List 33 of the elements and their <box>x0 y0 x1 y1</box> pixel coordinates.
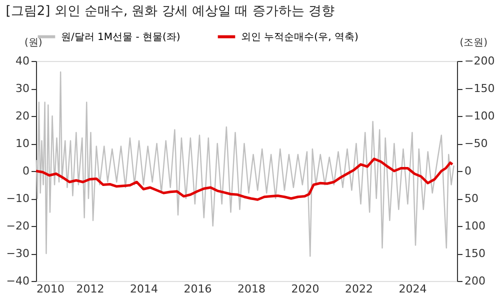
y-tick-label: −40 <box>6 274 30 288</box>
x-tick-label: 2014 <box>130 282 158 296</box>
y-tick-label: 20 <box>16 110 30 122</box>
x-tick-label: 2020 <box>291 282 320 296</box>
y2-tick-label: 100 <box>464 220 486 232</box>
y2-tick-label: 0 <box>464 164 472 178</box>
y-tick-label: −20 <box>6 220 30 232</box>
legend-label: 원/달러 1M선물 - 현물(좌) <box>61 32 180 43</box>
y2-tick-label: −100 <box>464 110 495 122</box>
y-tick-label: 0 <box>22 164 30 178</box>
x-tick-label: 2024 <box>398 282 427 296</box>
y-tick-label: 30 <box>16 82 30 95</box>
x-tick-label: 2018 <box>237 282 266 296</box>
y-tick-label: 40 <box>16 54 30 68</box>
x-tick-label: 2012 <box>76 282 104 296</box>
x-tick-label: 2010 <box>36 282 64 296</box>
y-tick-label: −30 <box>6 247 30 260</box>
y2-tick-label: 50 <box>464 192 478 205</box>
y2-tick-label: 200 <box>464 274 486 288</box>
x-tick-label: 2022 <box>344 282 373 296</box>
y-axis-title: (원) <box>24 38 42 48</box>
legend-label: 외인 누적순매수(우, 역축) <box>241 32 358 43</box>
y2-tick-label: −150 <box>464 82 495 95</box>
y-tick-label: 10 <box>16 137 30 150</box>
y2-tick-label: −200 <box>464 54 495 68</box>
chart-title: [그림2] 외인 순매수, 원화 강세 예상일 때 증가하는 경향 <box>6 4 334 19</box>
y-tick-label: −10 <box>6 192 30 205</box>
y2-tick-label: 150 <box>464 247 486 260</box>
line-series <box>34 158 454 201</box>
line-series <box>36 71 454 257</box>
x-tick-label: 2016 <box>184 282 212 296</box>
y2-tick-label: −50 <box>464 137 488 150</box>
y2-axis-title: (조원) <box>460 38 488 48</box>
